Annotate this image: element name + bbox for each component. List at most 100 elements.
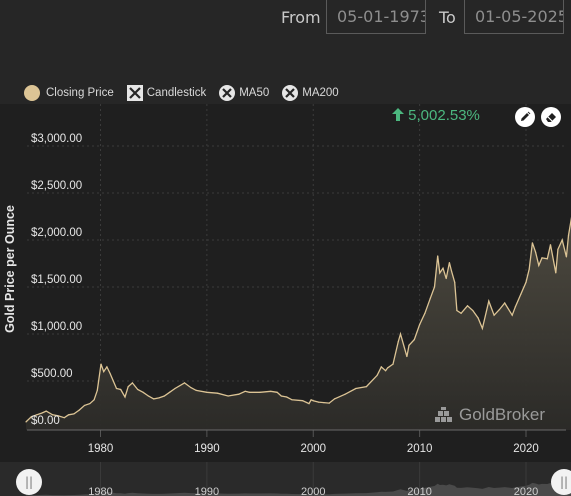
data-point xyxy=(195,389,197,391)
data-point xyxy=(472,309,474,312)
data-point xyxy=(291,399,293,401)
data-point xyxy=(45,410,47,412)
data-point xyxy=(67,414,70,416)
data-point xyxy=(96,389,98,391)
data-point xyxy=(376,374,378,376)
data-point xyxy=(124,396,126,398)
goldbroker-watermark: GoldBroker xyxy=(435,405,545,425)
data-point xyxy=(567,234,570,236)
data-point xyxy=(520,293,522,296)
x-tick-label: 2020 xyxy=(513,443,539,455)
data-point xyxy=(248,391,251,393)
x-circle-icon xyxy=(219,85,236,101)
data-point xyxy=(142,391,144,393)
data-point xyxy=(392,363,394,365)
data-point xyxy=(109,372,111,375)
navigator-tick-label: 2000 xyxy=(301,486,325,496)
legend-item-closing-price[interactable]: Closing Price xyxy=(24,85,114,101)
data-point xyxy=(488,300,490,302)
data-point xyxy=(183,382,186,384)
data-point xyxy=(83,404,86,407)
data-point xyxy=(504,302,506,304)
data-point xyxy=(399,333,402,335)
data-point xyxy=(424,312,426,314)
legend-item-ma200[interactable]: MA200 xyxy=(282,85,339,101)
price-change-badge: 5,002.53% xyxy=(392,107,480,124)
navigator-tick-label: 2020 xyxy=(514,486,538,496)
data-point xyxy=(323,402,325,404)
data-point xyxy=(456,309,458,312)
legend: Closing Price Candlestick MA50 MA200 xyxy=(24,85,352,101)
legend-item-ma50[interactable]: MA50 xyxy=(219,85,269,101)
data-point xyxy=(89,402,91,405)
data-point xyxy=(437,255,439,257)
data-point xyxy=(302,400,304,402)
navigator-right-handle[interactable]: || xyxy=(551,469,571,495)
data-point xyxy=(163,395,165,397)
legend-item-candlestick[interactable]: Candlestick xyxy=(126,85,207,101)
data-point xyxy=(41,412,43,414)
data-point xyxy=(115,387,118,390)
data-point xyxy=(493,314,495,316)
data-point xyxy=(100,363,102,365)
data-point xyxy=(280,395,282,397)
eraser-icon xyxy=(546,113,556,122)
data-point xyxy=(174,387,176,390)
data-point xyxy=(127,386,129,388)
data-point xyxy=(137,388,139,391)
y-tick-label: $1,000.00 xyxy=(31,321,82,333)
data-point xyxy=(190,386,192,389)
data-point xyxy=(131,382,134,384)
legend-label: Candlestick xyxy=(146,87,207,99)
to-date-input[interactable]: 01-05-2025 xyxy=(464,0,564,34)
y-tick-label: $3,000.00 xyxy=(31,133,82,145)
x-tick-label: 2000 xyxy=(300,443,326,455)
data-point xyxy=(25,421,27,423)
x-tick-label: 1990 xyxy=(194,443,220,455)
data-point xyxy=(52,414,54,416)
from-date-input[interactable]: 05-01-1973 xyxy=(326,0,426,34)
data-point xyxy=(112,380,114,382)
data-point xyxy=(525,281,527,283)
data-point xyxy=(30,416,32,418)
y-axis-title: Gold Price per Ounce xyxy=(3,205,17,333)
data-point xyxy=(565,256,568,258)
data-point xyxy=(380,366,382,368)
data-point xyxy=(238,393,240,395)
data-point xyxy=(73,413,75,415)
data-point xyxy=(481,327,483,329)
pencil-icon xyxy=(521,111,531,121)
data-point xyxy=(448,261,451,264)
data-point xyxy=(317,401,320,403)
data-point xyxy=(439,272,441,274)
data-point xyxy=(408,344,410,346)
data-point xyxy=(308,402,310,405)
data-point xyxy=(466,305,469,307)
closing-price-dot-icon xyxy=(24,85,40,101)
y-tick-label: $2,000.00 xyxy=(31,227,82,239)
data-point xyxy=(561,239,563,241)
erase-button[interactable] xyxy=(541,107,561,127)
data-point xyxy=(477,317,479,319)
data-point xyxy=(546,258,548,260)
data-point xyxy=(549,244,552,246)
data-point xyxy=(328,402,330,404)
navigator-left-handle[interactable]: || xyxy=(16,469,42,495)
y-tick-label: $500.00 xyxy=(31,368,73,380)
draw-button[interactable] xyxy=(515,107,535,127)
data-point xyxy=(454,281,456,283)
data-point xyxy=(344,393,346,395)
navigator-canvas: 1980 1990 2000 2010 2020 xyxy=(26,462,571,496)
data-point xyxy=(450,270,453,272)
data-point xyxy=(413,339,415,341)
data-point xyxy=(103,371,105,373)
arrow-up-icon xyxy=(392,108,404,121)
data-point xyxy=(511,314,513,316)
data-point xyxy=(169,391,171,393)
y-tick-label: $1,500.00 xyxy=(31,274,82,286)
data-point xyxy=(270,390,272,392)
data-point xyxy=(153,398,155,400)
data-point xyxy=(528,268,530,270)
